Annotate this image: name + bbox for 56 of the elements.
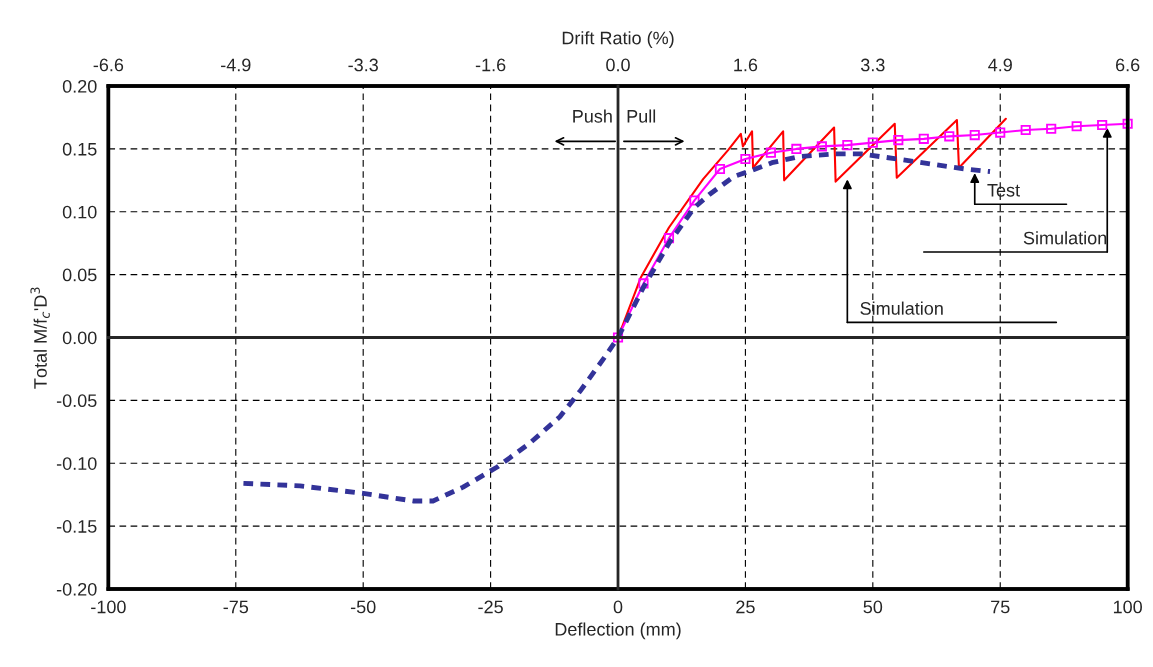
y-tick-label: 0.20 [62,79,97,93]
point [816,141,827,152]
y-tick-label: 0.00 [62,331,97,345]
point [740,153,751,165]
x2-tick-label: 4.9 [988,58,1012,72]
point [1097,119,1108,131]
x-tick-label: 100 [1113,600,1142,614]
point [689,195,700,206]
point [638,278,649,289]
x2-tick-label: 1.6 [734,58,758,72]
annotation: Test [987,184,1020,197]
point [765,147,776,158]
point [663,233,675,244]
point [714,163,726,175]
y-tick-label: -0.20 [56,582,97,596]
annotation: Pull [627,109,656,123]
point [791,143,802,154]
point [995,127,1006,138]
x2-tick-label: -3.3 [348,58,378,72]
x-tick-label: -100 [91,600,126,614]
y-axis-title: Total M/f$_{c}$'D$^{3}$ [30,287,50,389]
x-axis-title: Deflection (mm) [555,622,681,640]
x2-tick-label: -6.6 [93,58,124,72]
y-tick-label: -0.05 [56,394,97,408]
point [1046,123,1057,134]
y-tick-label: 0.05 [62,268,97,282]
point [918,133,929,144]
x2-tick-label: 6.6 [1116,58,1140,72]
x-tick-label: 0 [613,600,623,614]
annotation: Simulation [860,301,943,315]
y-tick-label: 0.10 [62,205,97,219]
x-tick-label: -75 [223,600,249,614]
x-tick-label: 50 [863,600,883,614]
annotation: Simulation [1023,231,1107,245]
point [1122,118,1133,129]
x2-tick-label: 0.0 [606,58,630,72]
x-tick-label: 25 [736,600,755,614]
x2-tick-label: 3.3 [860,58,885,72]
point [867,137,878,148]
point [842,140,853,151]
x2-tick-label: -1.6 [475,58,506,72]
point [969,130,980,141]
annotation: Push [573,109,612,123]
x-tick-label: -50 [350,600,376,614]
x-tick-label: 75 [991,600,1010,614]
y-tick-label: 0.15 [62,142,97,156]
y-tick-label: -0.15 [56,520,97,533]
x2-tick-label: -4.9 [221,58,251,72]
point [1071,121,1082,132]
y-tick-label: -0.10 [56,457,97,470]
x2-axis-title: Drift Ratio (%) [562,31,674,48]
point [893,135,904,146]
x-tick-label: -25 [478,600,503,614]
point [1020,124,1031,136]
point [612,332,624,343]
point [944,131,955,142]
